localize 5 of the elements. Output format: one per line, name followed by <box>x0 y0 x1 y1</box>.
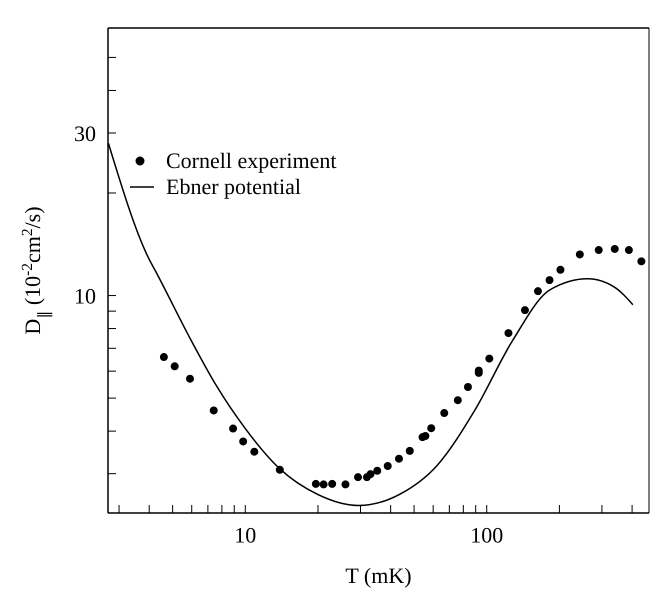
legend-label: Ebner potential <box>166 174 302 200</box>
x-axis-title: T (mK) <box>345 563 412 588</box>
x-tick-label: 100 <box>470 522 504 548</box>
y-tick-label: 30 <box>74 120 96 146</box>
legend-label: Cornell experiment <box>166 148 336 174</box>
